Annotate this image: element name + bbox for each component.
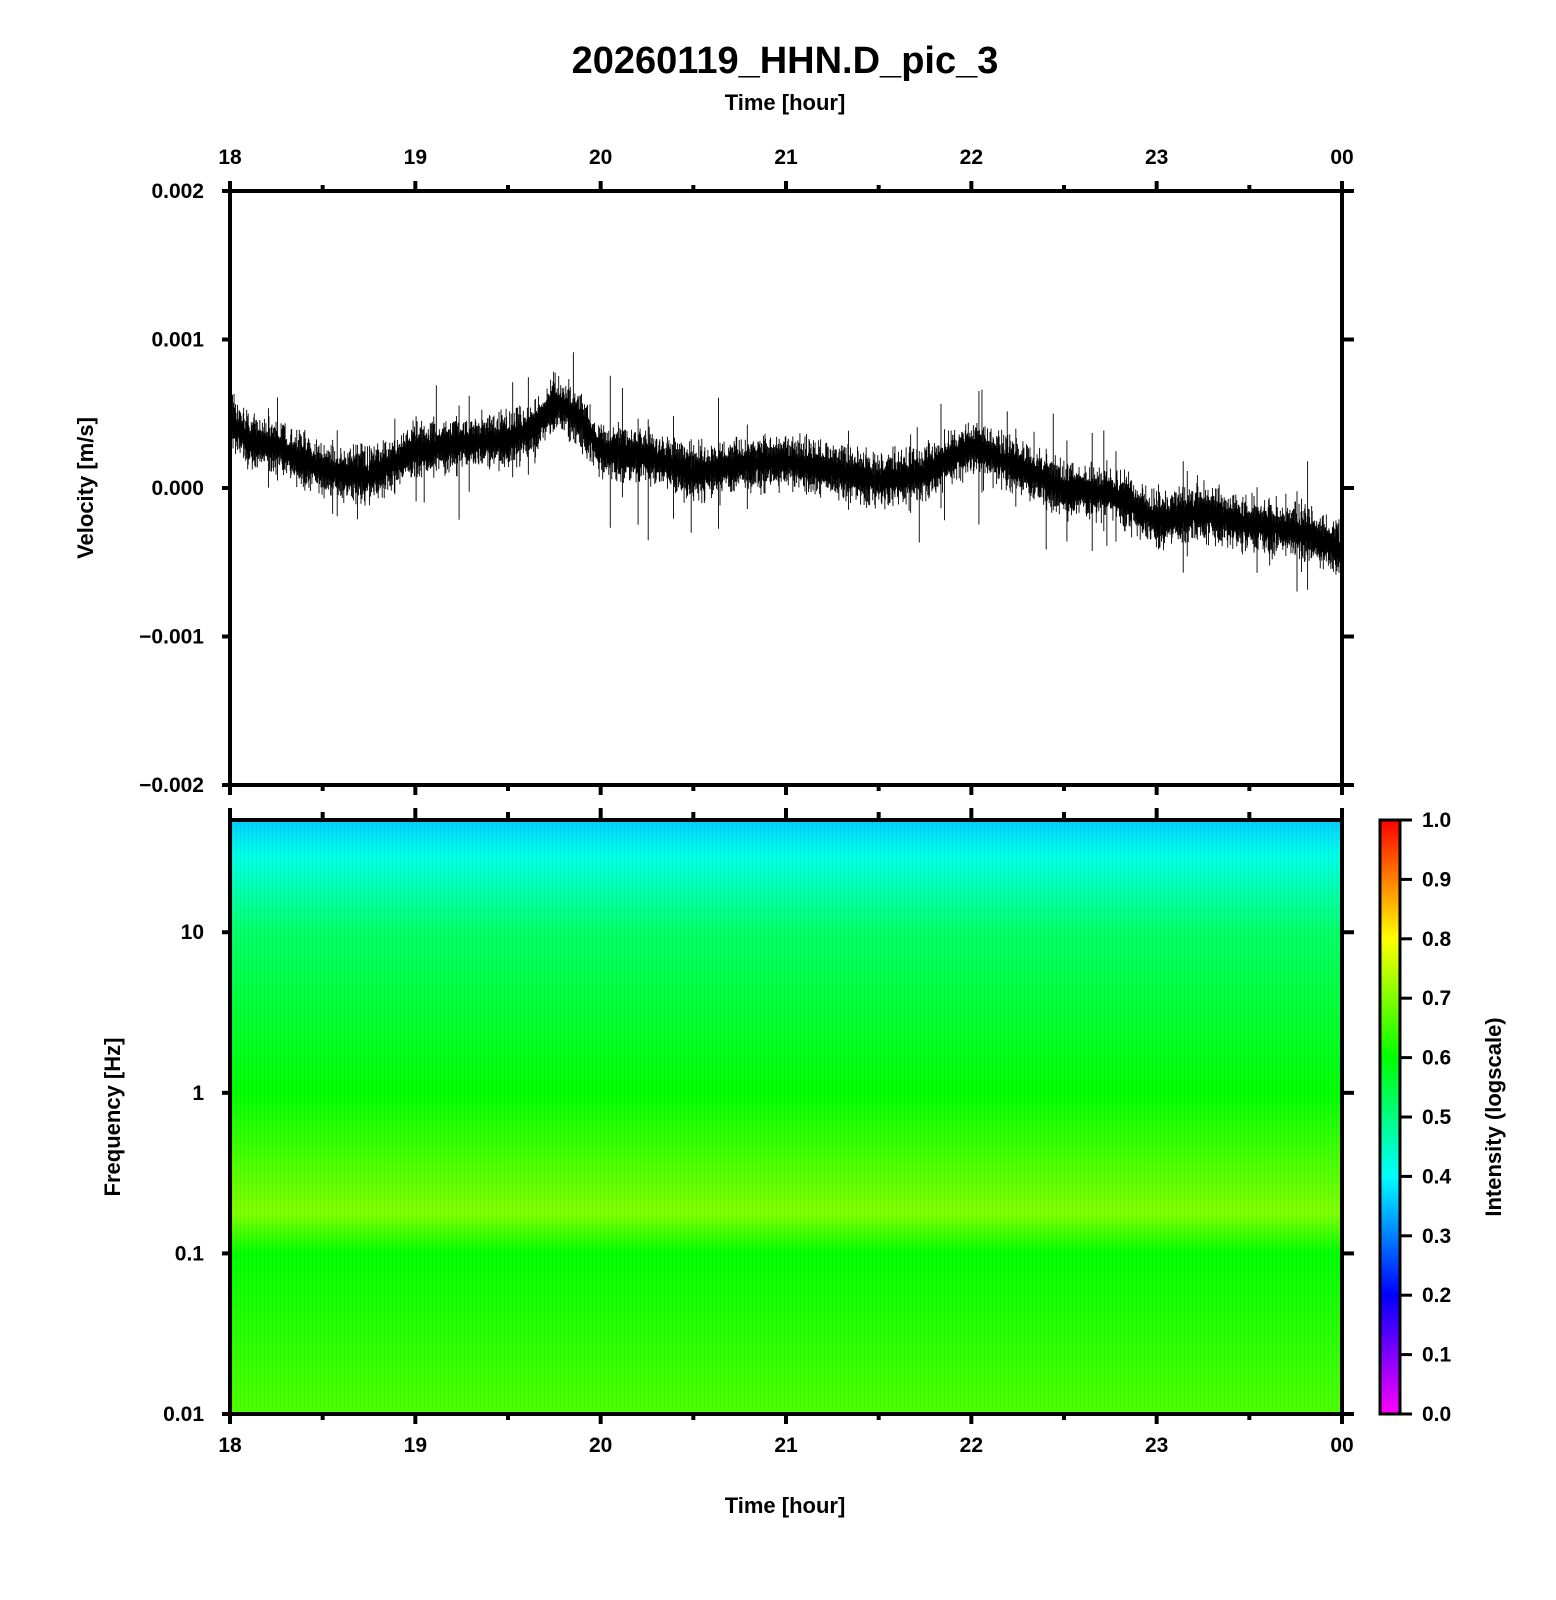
top-x-tick-label: 19	[404, 146, 427, 169]
colorbar: 1.0 0.9 0.8 0.7 0.6 0.5 0.4 0.3 0.2 0.1 0.0 Intens…	[1378, 809, 1506, 1426]
top-x-axis-label: Time [hour]	[725, 90, 846, 115]
colorbar-tick-label: 0.4	[1422, 1165, 1452, 1188]
bottom-x-tick-label: 23	[1145, 1434, 1168, 1457]
velocity-axes: 18 19 20 21 22 23 00 0.002 0.001 0.000 −0.001 −0.00…	[139, 146, 1354, 797]
spectrogram-axes: 18 19 20 21 22 23 00 10 1 0.1 0.01	[163, 808, 1354, 1457]
top-x-tick-label: 20	[589, 146, 612, 169]
bottom-x-tick-label: 22	[960, 1434, 983, 1457]
colorbar-tick-label: 0.5	[1422, 1106, 1452, 1129]
velocity-panel: 18 19 20 21 22 23 00 0.002 0.001 0.000 −0.001 −0.00…	[73, 146, 1354, 797]
bottom-x-tick-label: 20	[589, 1434, 612, 1457]
top-x-tick-label: 00	[1330, 146, 1353, 169]
spectrogram-y-tick-label: 0.1	[175, 1242, 205, 1265]
velocity-y-tick-label: 0.001	[151, 329, 204, 352]
colorbar-label: Intensity (logscale)	[1481, 1017, 1506, 1216]
top-x-tick-label: 23	[1145, 146, 1168, 169]
colorbar-tick-label: 1.0	[1422, 809, 1451, 832]
velocity-plot-frame	[228, 189, 1344, 787]
colorbar-tick-label: 0.2	[1422, 1284, 1451, 1307]
colorbar-gradient	[1378, 818, 1402, 1416]
spectrogram-x-axis-label: Time [hour]	[725, 1493, 846, 1518]
colorbar-axes: 1.0 0.9 0.8 0.7 0.6 0.5 0.4 0.3 0.2 0.1 0.0	[1400, 809, 1452, 1426]
colorbar-tick-label: 0.0	[1422, 1403, 1451, 1426]
spectrogram-y-axis-label: Frequency [Hz]	[100, 1038, 125, 1197]
spectrogram-texture	[230, 820, 1342, 1414]
velocity-series-line	[229, 352, 1343, 592]
colorbar-tick-label: 0.3	[1422, 1225, 1451, 1248]
top-x-tick-label: 22	[960, 146, 983, 169]
velocity-y-tick-label: −0.001	[139, 626, 204, 649]
velocity-y-axis-label: Velocity [m/s]	[73, 417, 98, 559]
spectrogram-y-tick-label: 0.01	[163, 1403, 204, 1426]
colorbar-tick-label: 0.8	[1422, 928, 1452, 951]
bottom-x-tick-label: 19	[404, 1434, 427, 1457]
spectrogram-y-tick-label: 10	[181, 921, 204, 944]
colorbar-tick-label: 0.1	[1422, 1344, 1452, 1367]
colorbar-tick-label: 0.7	[1422, 987, 1451, 1010]
velocity-y-tick-label: 0.002	[151, 180, 204, 203]
top-x-tick-label: 21	[774, 146, 798, 169]
chart-title: 20260119_HHN.D_pic_3	[572, 40, 999, 82]
velocity-trace	[229, 352, 1343, 592]
bottom-x-tick-label: 21	[774, 1434, 798, 1457]
colorbar-tick-label: 0.6	[1422, 1047, 1451, 1070]
colorbar-tick-label: 0.9	[1422, 868, 1451, 891]
velocity-y-tick-label: −0.002	[139, 774, 204, 797]
top-x-tick-label: 18	[218, 146, 242, 169]
bottom-x-tick-label: 00	[1330, 1434, 1353, 1457]
spectrogram-y-tick-label: 1	[192, 1082, 204, 1105]
bottom-x-tick-label: 18	[218, 1434, 242, 1457]
velocity-y-tick-label: 0.000	[151, 477, 204, 500]
